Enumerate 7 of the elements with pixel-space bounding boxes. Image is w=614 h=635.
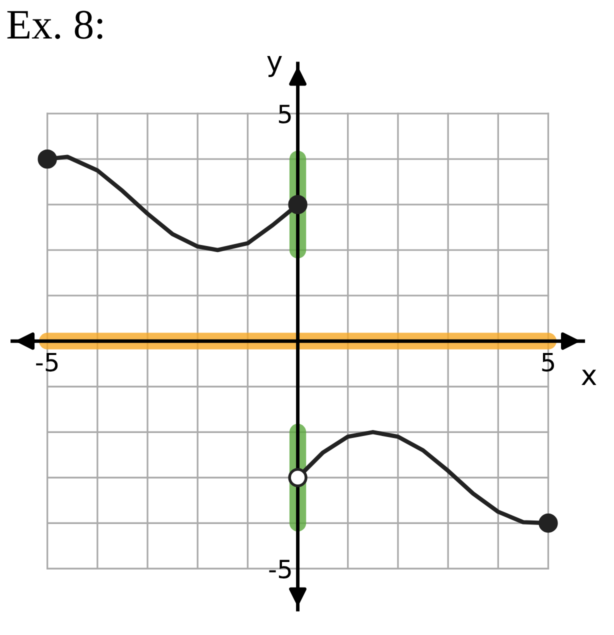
point (38, 149, 57, 169)
point (288, 468, 308, 488)
x-axis-title: x (582, 370, 596, 385)
y-axis-title: y (267, 56, 282, 77)
chart-title: Ex. 8: (7, 10, 102, 40)
point (288, 194, 308, 214)
point (538, 514, 558, 533)
